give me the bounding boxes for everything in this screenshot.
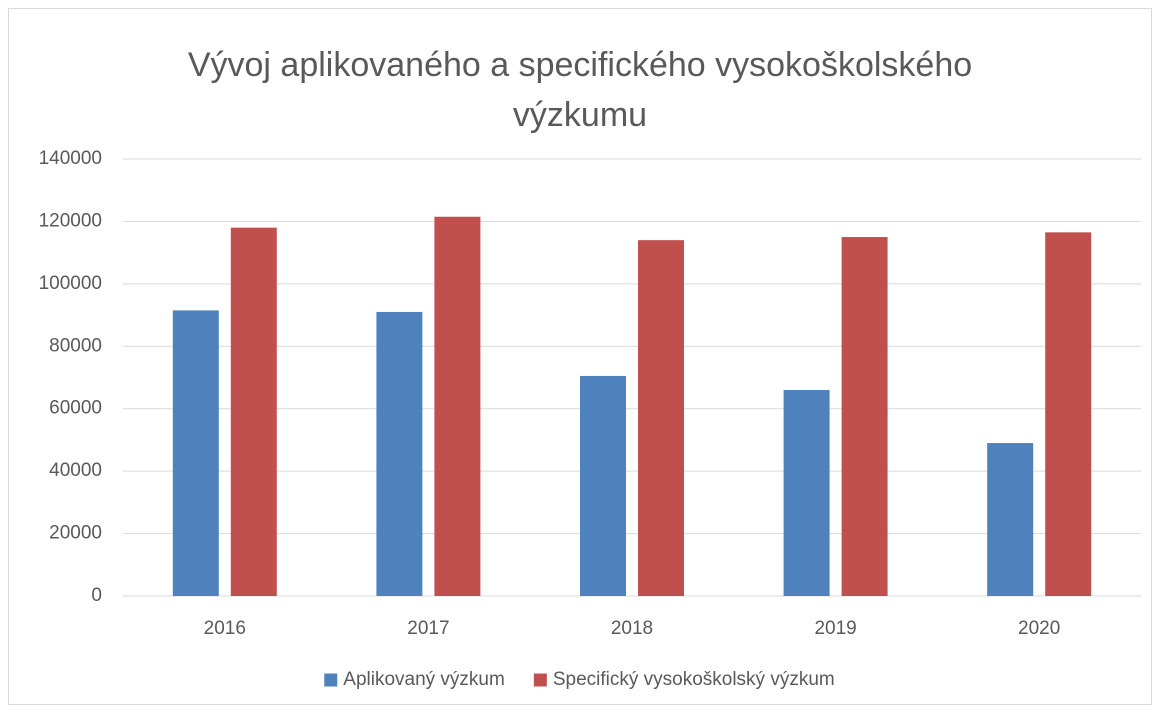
bar	[638, 240, 684, 596]
x-tick-label: 2016	[204, 618, 246, 639]
y-tick-label: 100000	[39, 273, 102, 294]
y-tick-label: 60000	[49, 398, 102, 419]
legend: Aplikovaný výzkum Specifický vysokoškolsk…	[324, 669, 835, 690]
chart-frame	[8, 8, 1152, 705]
bar	[987, 443, 1034, 596]
legend-label: Aplikovaný výzkum	[343, 669, 505, 690]
bar	[434, 216, 481, 596]
x-tick-label: 2019	[814, 618, 856, 639]
y-tick-label: 20000	[49, 523, 102, 544]
legend-swatch	[324, 673, 338, 687]
y-tick-label: 80000	[49, 335, 102, 356]
bar	[172, 310, 219, 596]
y-tick-label: 140000	[39, 148, 102, 169]
chart-title: Vývoj aplikovaného a specifického vysoko…	[187, 46, 973, 134]
bar	[580, 375, 626, 596]
bar	[841, 237, 888, 597]
legend-label: Specifický vysokoškolský výzkum	[553, 669, 835, 690]
x-tick-label: 2018	[611, 618, 653, 639]
bar	[1045, 232, 1092, 596]
x-tick-label: 2020	[1018, 618, 1060, 639]
y-tick-label: 120000	[39, 210, 102, 231]
legend-swatch	[533, 673, 547, 687]
bar	[230, 227, 277, 596]
bar	[783, 389, 830, 596]
x-tick-label: 2017	[407, 618, 449, 639]
y-tick-label: 40000	[49, 460, 102, 481]
y-tick-label: 0	[91, 585, 102, 606]
bar	[376, 311, 423, 596]
